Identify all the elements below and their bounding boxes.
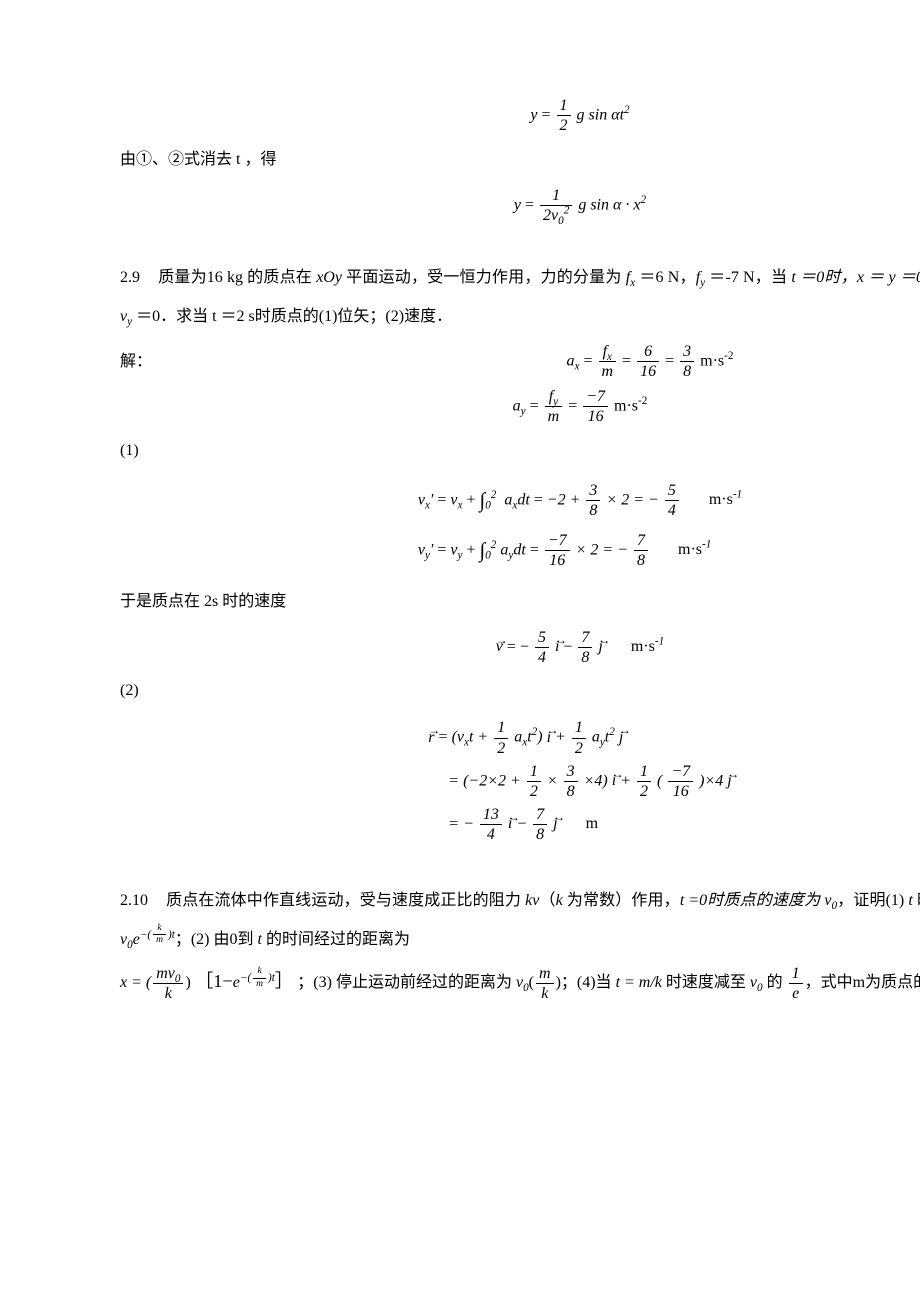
part-1-label: (1) (120, 433, 920, 468)
problem-2-9: 2.9质量为16 kg 的质点在 xOy 平面运动，受一恒力作用，力的分量为 f… (120, 259, 920, 336)
problem-2-10: 2.10质点在流体中作直线运动，受与速度成正比的阻力 kv（k 为常数）作用，t… (120, 882, 920, 1003)
equation-vx-vy-prime: vx' = vx + ∫02 axdt = −2 + 38 × 2 = − 54… (120, 474, 920, 578)
eq-y1-lhs: y (530, 106, 537, 123)
frac-half: 1 2 (557, 96, 571, 135)
solution-ax: 解： ax = fxm = 616 = 38 m·s-2 (120, 342, 920, 381)
text-velocity-at-2s: 于是质点在 2s 时的速度 (120, 583, 920, 621)
equation-v-vector: v = − 54 i − 78 j m·s-1 (120, 628, 920, 667)
frac-2v0sq: 1 2v02 (540, 186, 572, 225)
part-2-label: (2) (120, 673, 920, 708)
problem-number: 2.9 (120, 269, 140, 286)
text-eliminate-t: 由①、②式消去 t ，得 (120, 141, 920, 179)
equation-y1: y = 1 2 g sin αt2 (120, 96, 920, 135)
equation-r-vector: r = (vxt + 12 axt2) i + 12 ayt2 j = (−2×… (120, 714, 920, 848)
solution-label: 解： (120, 344, 260, 379)
solution-ay: ay = fym = −716 m·s-2 (120, 387, 920, 426)
equation-y2: y = 1 2v02 g sin α · x2 (120, 186, 920, 225)
problem-number: 2.10 (120, 892, 148, 909)
